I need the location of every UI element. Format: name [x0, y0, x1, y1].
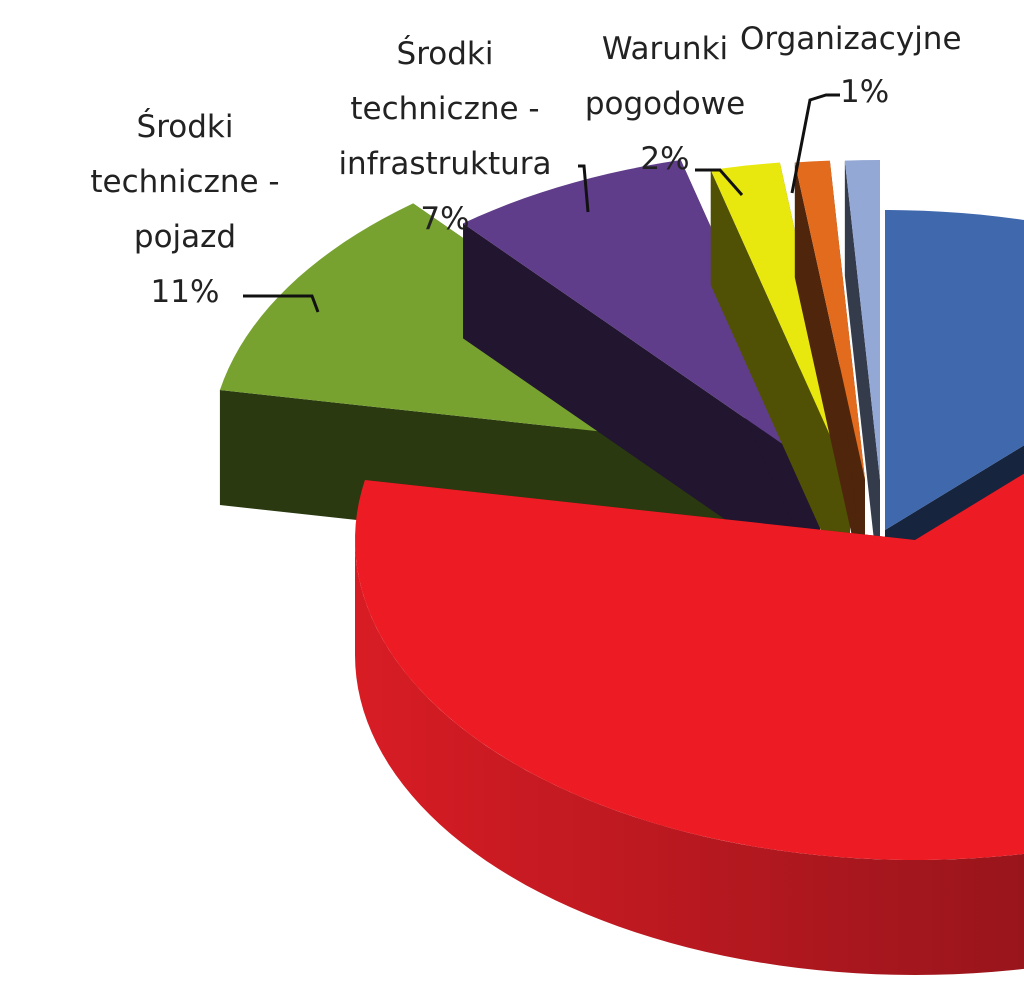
value-label: 11% — [150, 274, 220, 310]
leader-line — [695, 168, 744, 196]
category-label: Środki techniczne - pojazd — [90, 109, 280, 255]
slice-side — [794, 162, 865, 595]
category-label: Warunki pogodowe — [584, 31, 746, 122]
value-label: 2% — [640, 141, 690, 177]
slice — [355, 473, 1024, 860]
slice-side — [844, 160, 880, 595]
leader-line — [578, 164, 590, 213]
slice — [710, 162, 850, 480]
value-label: 1% — [840, 74, 890, 110]
data-label: Środki techniczne - infrastruktura 7% — [320, 27, 570, 247]
slice — [794, 160, 865, 480]
slice-side — [355, 540, 1024, 975]
category-label: Środki techniczne - infrastruktura — [338, 36, 552, 182]
slice-side — [710, 170, 850, 595]
data-label: Środki techniczne - pojazd 11% — [85, 100, 285, 320]
slice — [844, 160, 880, 480]
category-label: Organizacyjne — [740, 21, 962, 57]
slice-side — [463, 223, 820, 585]
data-label: Warunki pogodowe 2% — [560, 22, 770, 187]
value-label: 7% — [420, 201, 470, 237]
leader-line — [790, 93, 840, 194]
data-label: Organizacyjne 1% — [740, 12, 1020, 117]
slice — [463, 160, 820, 470]
slice — [885, 210, 1024, 530]
leader-line — [243, 294, 320, 313]
